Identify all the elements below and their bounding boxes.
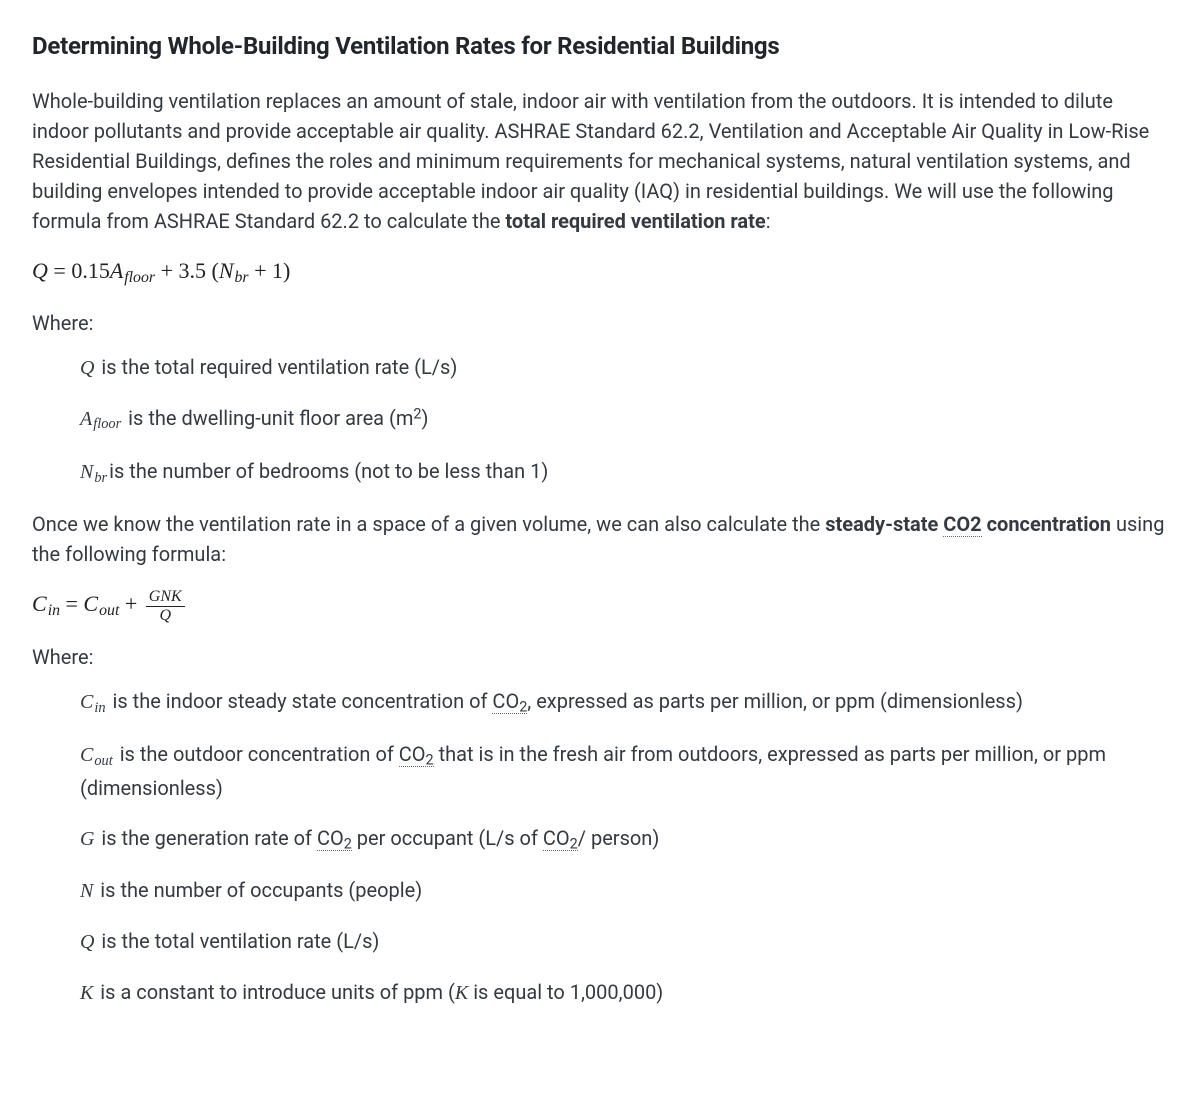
intro-text-b: : — [766, 209, 771, 233]
frac-num: GNK — [146, 588, 185, 607]
intro-strong: total required ventilation rate — [505, 209, 765, 233]
co2-abbr-2: CO2 — [543, 826, 578, 851]
def-g-c: / person) — [578, 826, 660, 850]
sym-C: C — [80, 744, 93, 766]
sym-C-out-sub: out — [98, 602, 119, 619]
co2-abbr: CO2 — [317, 826, 352, 851]
sym-C-in-sub: in — [47, 602, 60, 619]
def-G: G is the generation rate of CO2 per occu… — [80, 823, 1168, 855]
def-N-occ: N is the number of occupants (people) — [80, 875, 1168, 906]
sym-K-inline: K — [455, 982, 468, 1004]
co2-abbr: CO2 — [399, 742, 434, 767]
def-n-a: is the number of occupants (people) — [93, 878, 422, 902]
mid-paragraph: Once we know the ventilation rate in a s… — [32, 509, 1168, 569]
def-cout-a: is the outdoor concentration of — [113, 742, 399, 766]
paren-open: ( — [206, 258, 219, 283]
sub2: 2 — [426, 752, 434, 769]
where-label-2: Where: — [32, 642, 1168, 672]
definitions-list-1: Q is the total required ventilation rate… — [32, 352, 1168, 489]
formula-ventilation-rate: Q = 0.15Afloor + 3.5 (Nbr + 1) — [32, 254, 1168, 290]
mid-strong: steady-state CO2 concentration — [825, 512, 1111, 537]
def-k-b: is equal to 1,000,000) — [468, 980, 663, 1004]
op-equals-2: = — [60, 591, 83, 616]
sym-N: N — [219, 258, 234, 283]
sym-Q: Q — [32, 258, 48, 283]
def-C-out: Cout is the outdoor concentration of CO2… — [80, 739, 1168, 802]
op-equals: = — [48, 258, 71, 283]
sym-A-sub: floor — [92, 416, 121, 432]
op-plus: + — [155, 258, 178, 283]
def-A-text-b: ) — [422, 406, 429, 430]
sym-N-occ: N — [80, 880, 93, 902]
mid-text-a: Once we know the ventilation rate in a s… — [32, 512, 825, 536]
def-cin-b: , expressed as parts per million, or ppm… — [527, 689, 1023, 713]
sub2: 2 — [570, 835, 578, 852]
sym-Q: Q — [80, 931, 94, 953]
def-A-floor: Afloor is the dwelling-unit floor area (… — [80, 403, 1168, 436]
sym-A-sub: floor — [123, 269, 155, 286]
def-A-text-a: is the dwelling-unit floor area (m — [121, 406, 413, 430]
intro-paragraph: Whole-building ventilation replaces an a… — [32, 86, 1168, 236]
mid-strong-a: steady-state — [825, 512, 943, 536]
sym-in: in — [93, 700, 105, 716]
sym-K: K — [80, 982, 93, 1004]
sub2: 2 — [344, 835, 352, 852]
def-Q2: Q is the total ventilation rate (L/s) — [80, 926, 1168, 957]
co2-abbr: CO2 — [492, 689, 527, 714]
def-Q: Q is the total required ventilation rate… — [80, 352, 1168, 383]
co: CO — [317, 826, 344, 850]
sym-C: C — [80, 691, 93, 713]
sym-A: A — [80, 408, 92, 430]
def-q-a: is the total ventilation rate (L/s) — [94, 929, 379, 953]
plus-one-close: + 1) — [249, 258, 291, 283]
const-35: 3.5 — [178, 258, 206, 283]
formula-co2-concentration: Cin = Cout + GNKQ — [32, 587, 1168, 624]
sym-C-out-C: C — [83, 591, 98, 616]
sym-out: out — [93, 753, 112, 769]
def-Q-text: is the total required ventilation rate (… — [94, 355, 457, 379]
frac-den: Q — [146, 607, 185, 625]
sym-N-sub: br — [234, 269, 249, 286]
def-k-a: is a constant to introduce units of ppm … — [93, 980, 455, 1004]
def-N-br: Nbris the number of bedrooms (not to be … — [80, 456, 1168, 489]
co: CO — [492, 689, 519, 713]
co2-abbr: CO2 — [943, 512, 981, 537]
sym-N: N — [80, 461, 93, 483]
sym-N-sub: br — [93, 470, 107, 486]
def-g-a: is the generation rate of — [94, 826, 317, 850]
definitions-list-2: Cin is the indoor steady state concentra… — [32, 686, 1168, 1008]
sym-G: G — [80, 828, 94, 850]
op-plus-2: + — [119, 591, 142, 616]
sym-Q: Q — [80, 357, 94, 379]
co: CO — [543, 826, 570, 850]
sup-2: 2 — [413, 405, 421, 422]
co: CO — [399, 742, 426, 766]
mid-strong-b: concentration — [982, 512, 1111, 536]
fraction-gnk-q: GNKQ — [146, 588, 185, 624]
sym-A: A — [110, 258, 123, 283]
def-N-text: is the number of bedrooms (not to be les… — [107, 459, 548, 483]
where-label-1: Where: — [32, 308, 1168, 338]
def-K: K is a constant to introduce units of pp… — [80, 977, 1168, 1008]
def-cin-a: is the indoor steady state concentration… — [106, 689, 493, 713]
def-g-b: per occupant (L/s of — [352, 826, 543, 850]
const-015: 0.15 — [71, 258, 110, 283]
page-title: Determining Whole-Building Ventilation R… — [32, 28, 1168, 64]
sym-C-in-C: C — [32, 591, 47, 616]
def-C-in: Cin is the indoor steady state concentra… — [80, 686, 1168, 719]
